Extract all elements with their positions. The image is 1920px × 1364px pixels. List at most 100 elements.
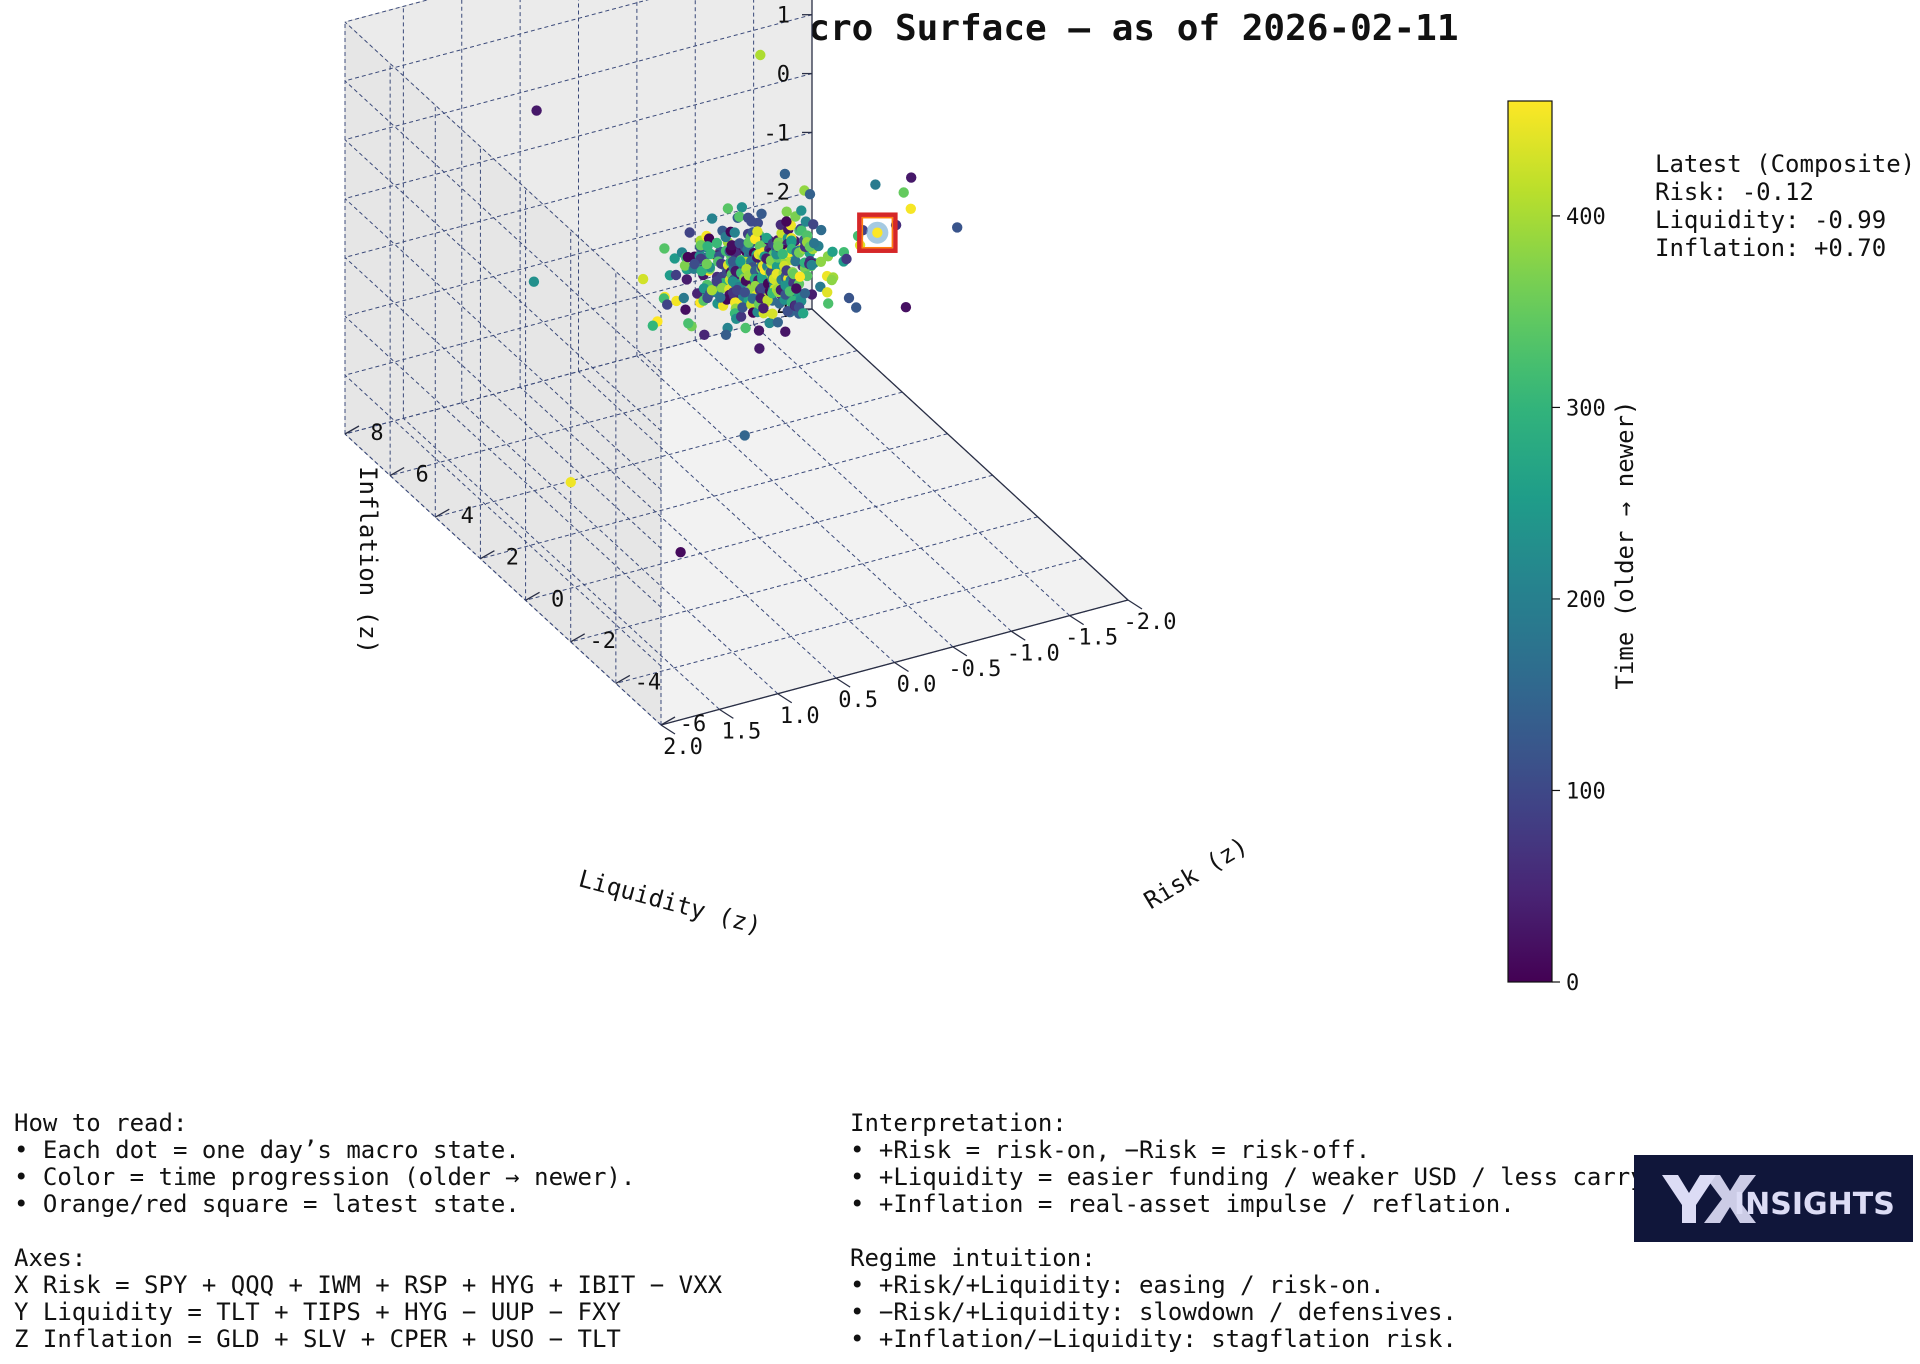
risk-tick-label: -6 — [680, 712, 707, 737]
data-point — [737, 302, 748, 313]
gridline-z — [344, 139, 662, 432]
liquidity-tick-label: 2.0 — [663, 735, 703, 760]
data-point — [662, 299, 673, 310]
gridline-z — [344, 308, 813, 435]
risk-tick — [525, 591, 540, 601]
gridline-z — [344, 198, 662, 490]
liquidity-tick — [1069, 615, 1084, 626]
gridline-x — [615, 557, 1083, 684]
data-point — [715, 292, 726, 303]
data-point — [680, 304, 691, 315]
gridline-x — [390, 350, 858, 477]
data-point — [735, 311, 747, 322]
gridline-z — [344, 433, 662, 726]
gridline-z — [344, 73, 813, 200]
latest-state-marker-edge — [861, 216, 894, 249]
risk-tick — [480, 550, 495, 560]
data-point — [779, 168, 791, 180]
how-to-read-panel: How to read: • Each dot = one day’s macro… — [14, 1110, 722, 1353]
inflation-tick-label: -2 — [764, 180, 791, 205]
risk-tick — [389, 467, 405, 477]
liquidity-tick — [1010, 630, 1026, 641]
data-point — [735, 256, 746, 267]
gridline-y — [636, 355, 954, 648]
regime-heading: Regime intuition: — [850, 1244, 1096, 1272]
axes-heading: Axes: — [14, 1244, 87, 1272]
data-point — [647, 320, 658, 331]
data-point — [753, 325, 765, 336]
data-point — [711, 237, 723, 249]
data-point — [681, 274, 692, 285]
liquidity-tick — [894, 661, 909, 673]
logo-y-shape — [1662, 1175, 1716, 1223]
data-point — [703, 233, 715, 244]
data-point — [790, 256, 801, 267]
regime-line: • +Inflation/−Liquidity: stagflation ris… — [850, 1325, 1457, 1353]
gridline-y — [694, 339, 1012, 632]
inflation-tick-label: 0 — [777, 63, 790, 88]
liquidity-tick-label: 0.5 — [838, 688, 878, 713]
liquidity-tick-label: 1.0 — [780, 704, 820, 729]
liquidity-axis-line — [811, 308, 1129, 601]
gridline-y — [403, 418, 720, 710]
latest-liquidity: Liquidity: -0.99 — [1655, 206, 1887, 234]
liquidity-tick — [952, 646, 968, 657]
axes-line: X Risk = SPY + QQQ + IWM + RSP + HYG + I… — [14, 1271, 723, 1299]
data-point — [823, 298, 834, 309]
data-point — [706, 213, 718, 224]
colorbar-tick-label: 0 — [1566, 971, 1579, 996]
data-point — [781, 216, 792, 227]
colorbar: 0 100 200 300 400 Time (older → newer) — [1507, 100, 1639, 996]
gridline-z — [344, 0, 430, 23]
scatter-3d-plot: -2.0-1.5-1.0-0.5 0.0 0.5 1.0 1.5 2.0-6 -4 -2 0 2 4… — [343, 0, 1253, 940]
data-point — [754, 343, 765, 354]
data-point — [826, 274, 837, 286]
data-point — [670, 269, 682, 281]
data-point — [726, 240, 738, 251]
data-point — [720, 329, 732, 340]
data-point — [734, 238, 745, 249]
liquidity-tick — [719, 708, 734, 719]
data-point — [565, 477, 576, 488]
how-line: • Color = time progression (older → newe… — [14, 1163, 636, 1191]
axes-line: Y Liquidity = TLT + TIPS + HYG − UUP − F… — [14, 1298, 621, 1326]
data-point — [678, 292, 689, 304]
data-point — [781, 206, 792, 217]
data-point — [777, 248, 788, 260]
data-point — [772, 317, 783, 328]
data-point — [722, 203, 734, 214]
data-point — [683, 318, 694, 329]
inflation-tick-label: -1 — [764, 121, 791, 146]
data-point — [815, 256, 827, 267]
data-point — [756, 208, 767, 219]
interpretation-heading: Interpretation: — [850, 1109, 1067, 1137]
liquidity-tick — [1127, 599, 1143, 610]
colorbar-gradient — [1507, 100, 1553, 983]
data-point — [689, 258, 700, 270]
gridline-z — [344, 131, 813, 258]
data-point — [906, 172, 917, 183]
liquidity-tick — [777, 693, 793, 704]
axes-line: Z Inflation = GLD + SLV + CPER + USO − T… — [14, 1325, 621, 1353]
data-point — [782, 306, 793, 317]
regime-line: • −Risk/+Liquidity: slowdown / defensive… — [850, 1298, 1457, 1326]
data-point — [794, 271, 806, 282]
data-point — [699, 329, 710, 340]
data-point — [755, 49, 766, 61]
inflation-axis-label: Inflation (z) — [354, 466, 382, 654]
risk-tick-label: 8 — [370, 421, 383, 446]
inflation-tick-label: 1 — [777, 4, 790, 29]
risk-tick — [615, 674, 631, 684]
data-point — [841, 253, 852, 265]
how-to-read-heading: How to read: — [14, 1109, 188, 1137]
data-point — [780, 326, 791, 337]
data-point — [796, 205, 807, 216]
data-point — [740, 322, 751, 334]
data-point — [799, 288, 811, 299]
interpretation-line: • +Risk = risk-on, −Risk = risk-off. — [850, 1136, 1371, 1164]
risk-tick — [344, 425, 360, 435]
data-point — [701, 258, 712, 270]
data-point — [637, 273, 649, 285]
risk-tick — [660, 716, 676, 726]
data-point — [798, 308, 809, 319]
